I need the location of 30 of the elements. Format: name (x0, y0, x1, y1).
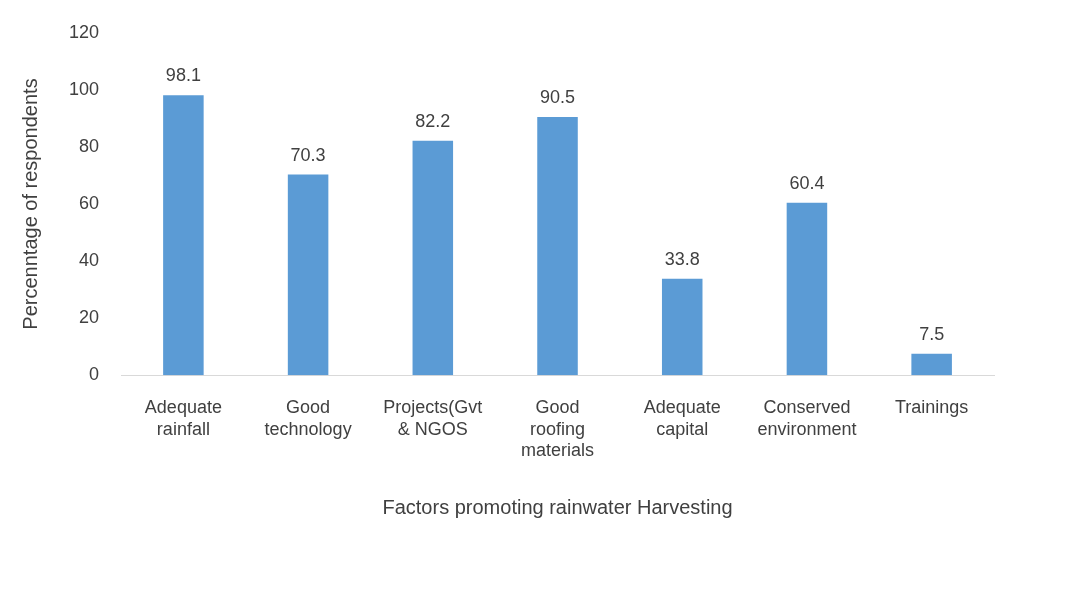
x-tick-label: Projects(Gvt & NGOS (383, 396, 483, 439)
y-tick-label: 20 (79, 307, 100, 328)
bar (537, 116, 578, 376)
y-tick-label: 0 (89, 364, 100, 385)
data-label: 82.2 (415, 110, 451, 131)
x-tick-label: Adequate capital (643, 396, 721, 439)
y-tick-label: 60 (79, 192, 100, 213)
y-tick-label: 120 (68, 21, 100, 42)
x-tick-label: Trainings (894, 396, 969, 417)
bar (412, 140, 454, 376)
bar (287, 174, 329, 376)
data-label: 33.8 (664, 248, 700, 269)
y-tick-label: 100 (68, 78, 100, 99)
bar (911, 353, 952, 376)
data-label: 90.5 (539, 86, 576, 107)
x-tick-label: Adequate rainfall (144, 396, 222, 439)
data-label: 70.3 (290, 144, 326, 165)
data-label: 60.4 (789, 172, 825, 193)
data-label: 7.5 (919, 323, 945, 344)
x-axis-title: Factors promoting rainwater Harvesting (382, 495, 733, 518)
x-tick-label: Conserved environment (757, 396, 857, 439)
bar (786, 202, 828, 376)
x-tick-label: Good technology (264, 396, 352, 439)
data-label: 98.1 (165, 65, 201, 86)
bar (661, 278, 703, 376)
y-tick-label: 80 (79, 135, 100, 156)
bar (163, 95, 204, 376)
y-tick-label: 40 (79, 250, 100, 271)
y-axis-title: Percenntage of respondents (18, 78, 41, 330)
x-tick-label: Good roofing materials (521, 396, 595, 461)
